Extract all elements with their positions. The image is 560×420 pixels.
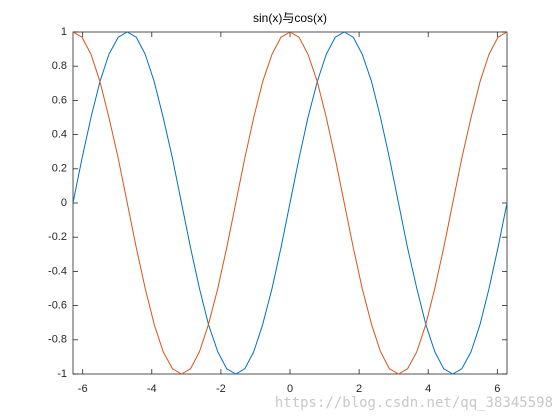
- x-tick-label: -4: [147, 383, 157, 395]
- x-tick-label: 2: [356, 383, 362, 395]
- y-tick-label: 0.2: [52, 163, 67, 175]
- y-tick-label: 1: [61, 26, 67, 38]
- y-tick-label: 0: [61, 197, 67, 209]
- x-tick-label: 0: [287, 383, 293, 395]
- x-tick-label: -2: [216, 383, 226, 395]
- x-tick-label: 6: [494, 383, 500, 395]
- series-line: [72, 31, 508, 375]
- y-tick-label: -1: [57, 368, 67, 380]
- y-tick-label: -0.4: [48, 265, 67, 277]
- y-tick-label: -0.8: [48, 334, 67, 346]
- y-tick-label: 0.4: [52, 129, 67, 141]
- series-line: [72, 31, 508, 375]
- y-tick-label: -0.2: [48, 231, 67, 243]
- y-tick-label: 0.6: [52, 94, 67, 106]
- chart-title: sin(x)与cos(x): [253, 11, 327, 25]
- y-tick-label: -0.6: [48, 300, 67, 312]
- x-tick-label: 4: [425, 383, 431, 395]
- watermark: https://blog.csdn.net/qq_38345598: [275, 395, 553, 411]
- x-tick-label: -6: [78, 383, 88, 395]
- y-tick-label: 0.8: [52, 60, 67, 72]
